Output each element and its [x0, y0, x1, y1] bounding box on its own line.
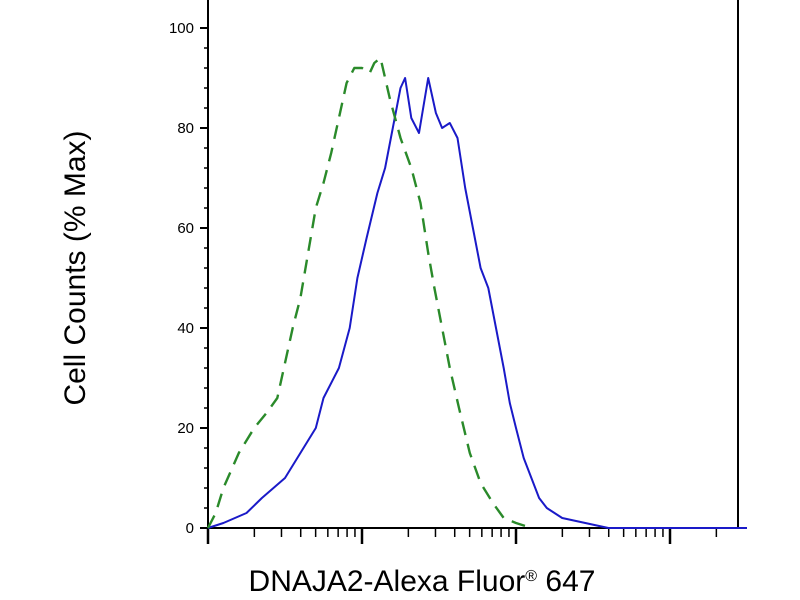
series-dashed-line [206, 56, 532, 530]
y-tick-label: 100 [169, 20, 194, 37]
y-tick-label: 20 [177, 420, 194, 437]
x-axis-label: DNAJA2-Alexa Fluor® 647 [249, 565, 596, 599]
series-solid-line [207, 77, 747, 529]
y-tick-label: 60 [177, 220, 194, 237]
axes [207, 0, 739, 529]
y-tick-label: 0 [186, 520, 194, 537]
y-axis-label: Cell Counts (% Max) [59, 130, 92, 406]
x-ticks [206, 528, 718, 544]
y-ticks: 0 20 40 60 80 100 [169, 20, 208, 537]
series-lines [206, 56, 747, 530]
y-tick-label: 40 [177, 320, 194, 337]
x-axis-label-main: DNAJA2-Alexa Fluor [248, 565, 526, 598]
registered-mark: ® [525, 568, 538, 585]
y-tick-label: 80 [177, 120, 194, 137]
x-axis-label-tail: 647 [537, 565, 596, 598]
